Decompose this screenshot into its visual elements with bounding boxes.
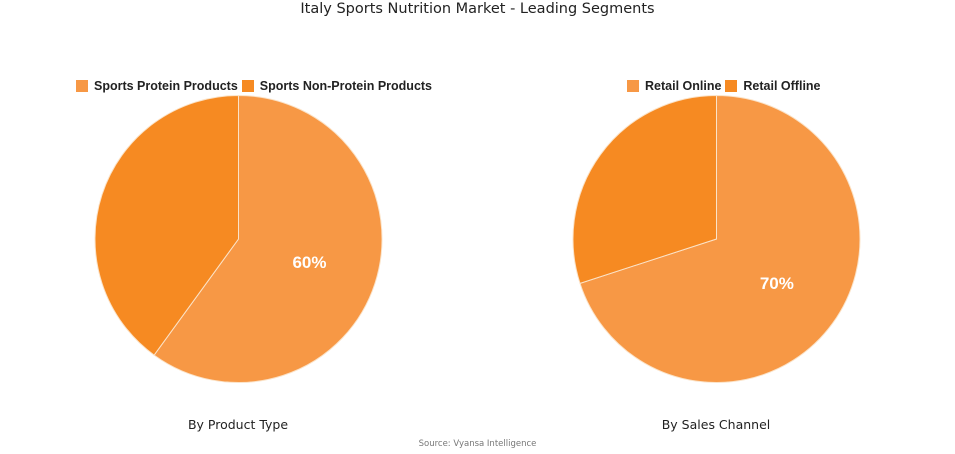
pie-data-label: 70% [760, 274, 794, 293]
pie-slice-retail-offline[interactable] [572, 94, 717, 284]
legend-item-retail-online[interactable]: Retail Online [627, 79, 721, 93]
pie-slice-retail-online[interactable] [579, 94, 861, 383]
pie-chart-product-type: 60% [94, 94, 383, 383]
legend-swatch-icon [627, 80, 639, 92]
source-note: Source: Vyansa Intelligence [418, 439, 537, 449]
legend-label: Sports Non-Protein Products [259, 79, 433, 93]
subtitle-sales-channel: By Sales Channel [661, 417, 771, 432]
legend-swatch-icon [76, 80, 88, 92]
legend-product-type: Sports Protein Products Sports Non-Prote… [76, 79, 436, 93]
legend-label: Retail Online [645, 79, 722, 93]
legend-label: Retail Offline [743, 79, 821, 93]
subtitle-product-type: By Product Type [187, 417, 289, 432]
legend-sales-channel: Retail Online Retail Offline [627, 79, 825, 93]
legend-item-non-protein[interactable]: Sports Non-Protein Products [241, 79, 433, 93]
pie-data-label: 60% [292, 253, 326, 272]
legend-swatch-icon [241, 80, 254, 92]
legend-item-retail-offline[interactable]: Retail Offline [725, 79, 821, 93]
pie-slice-sports-non-protein-products[interactable] [94, 94, 239, 356]
legend-label: Sports Protein Products [94, 79, 238, 93]
legend-item-protein[interactable]: Sports Protein Products [76, 79, 238, 93]
legend-swatch-icon [725, 80, 738, 92]
pie-slice-sports-protein-products[interactable] [153, 94, 383, 383]
pie-chart-sales-channel: 70% [572, 94, 861, 383]
chart-title: Italy Sports Nutrition Market - Leading … [300, 1, 655, 17]
